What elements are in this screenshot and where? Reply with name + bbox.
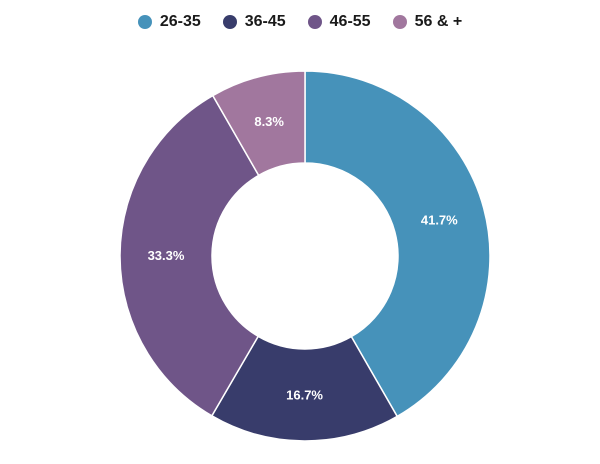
legend-label: 56 & + (414, 13, 463, 30)
legend-swatch-icon (392, 15, 407, 29)
slice-data-label: 8.3% (254, 114, 284, 129)
donut-slice-56[interactable] (211, 70, 306, 177)
legend-item-56-plus[interactable]: 56 & + (392, 13, 463, 31)
legend-swatch-icon (222, 15, 237, 29)
legend-label: 36-45 (244, 13, 286, 30)
donut-slice-46-55[interactable] (119, 94, 260, 417)
legend-swatch-icon (137, 15, 152, 29)
chart-legend: 26-35 36-45 46-55 56 & + (0, 13, 600, 31)
legend-swatch-icon (307, 15, 322, 29)
slice-data-label: 41.7% (421, 213, 458, 228)
legend-label: 26-35 (159, 13, 201, 30)
legend-item-36-45[interactable]: 36-45 (222, 13, 286, 31)
slice-data-label: 33.3% (148, 248, 185, 263)
legend-item-26-35[interactable]: 26-35 (137, 13, 201, 31)
legend-item-46-55[interactable]: 46-55 (307, 13, 371, 31)
slice-data-label: 16.7% (286, 387, 323, 402)
legend-label: 46-55 (329, 13, 371, 30)
donut-slice-36-45[interactable] (210, 335, 399, 442)
donut-slice-26-35[interactable] (304, 70, 491, 418)
